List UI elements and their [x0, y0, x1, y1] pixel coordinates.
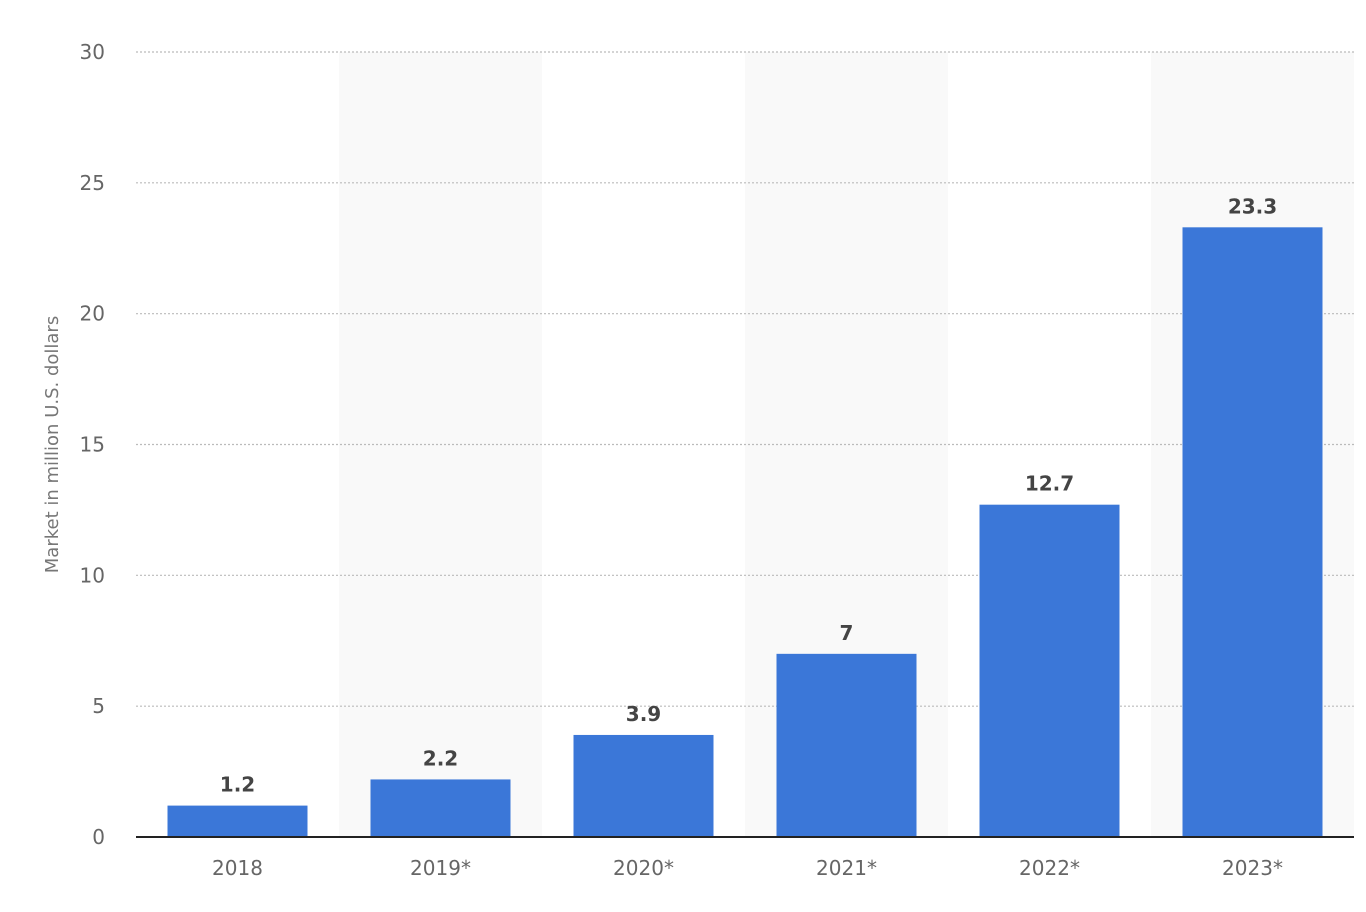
x-tick-label-2: 2020* — [613, 856, 674, 880]
y-tick-label-5: 25 — [80, 171, 105, 195]
y-tick-label-2: 10 — [80, 563, 105, 587]
data-label-0: 1.2 — [220, 773, 255, 797]
y-tick-label-6: 30 — [80, 40, 105, 64]
y-tick-label-0: 0 — [92, 825, 105, 849]
data-label-4: 12.7 — [1025, 472, 1074, 496]
data-label-1: 2.2 — [423, 746, 458, 770]
bar-0 — [167, 805, 308, 837]
data-label-3: 7 — [840, 621, 854, 645]
gridlines — [136, 51, 1354, 707]
data-label-5: 23.3 — [1228, 194, 1277, 218]
y-axis-ticks: 0 5 10 15 20 25 30 — [80, 40, 105, 849]
bar-2 — [573, 734, 714, 837]
y-tick-label-4: 20 — [80, 302, 105, 326]
bar-1 — [370, 779, 511, 837]
x-tick-label-5: 2023* — [1222, 856, 1283, 880]
bar-3 — [776, 653, 917, 837]
x-tick-label-0: 2018 — [212, 856, 263, 880]
y-tick-label-3: 15 — [80, 433, 105, 457]
x-tick-label-4: 2022* — [1019, 856, 1080, 880]
bar-5 — [1182, 227, 1323, 838]
y-tick-label-1: 5 — [92, 694, 105, 718]
x-tick-label-1: 2019* — [410, 856, 471, 880]
x-tick-label-3: 2021* — [816, 856, 877, 880]
data-labels: 1.2 2.2 3.9 7 12.7 23.3 — [220, 194, 1277, 796]
data-label-2: 3.9 — [626, 702, 661, 726]
bars — [167, 227, 1323, 838]
bar-4 — [979, 504, 1120, 837]
x-axis-ticks: 2018 2019* 2020* 2021* 2022* 2023* — [212, 856, 1283, 880]
y-axis-title: Market in million U.S. dollars — [42, 316, 63, 573]
